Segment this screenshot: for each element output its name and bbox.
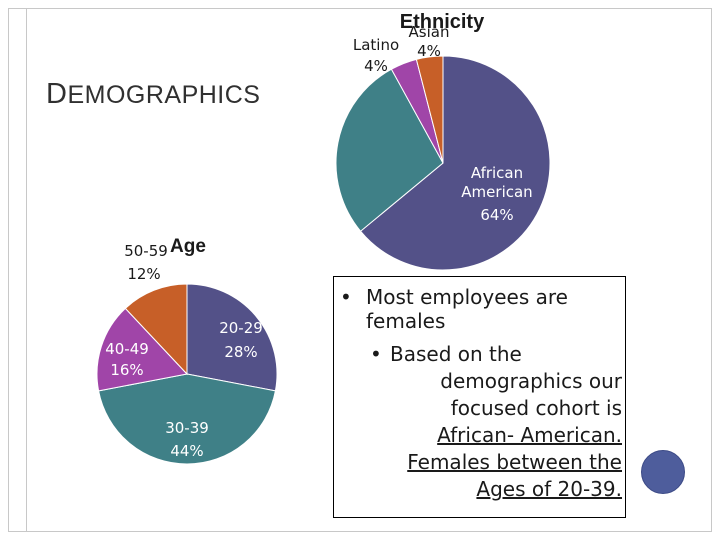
ethnicity-value-asian: 4%	[417, 42, 441, 60]
ethnicity-chart-title: Ethnicity	[400, 11, 485, 33]
ethnicity-label-asian: Asian	[409, 23, 450, 41]
age-value-40-49: 16%	[110, 361, 143, 379]
title-initial: D	[46, 78, 68, 110]
age-label-50-59: 50-59	[124, 242, 168, 260]
bullet-2-dot: •	[370, 342, 382, 366]
ethnicity-label-american: American	[461, 183, 532, 201]
bullet-2-underlined-text: African- American. Females between the A…	[407, 423, 622, 501]
ethnicity-label-latino: Latino	[353, 36, 399, 54]
bullet-2-text: demographics our focused cohort is	[440, 369, 622, 420]
age-value-30-39: 44%	[170, 442, 203, 460]
ethnicity-slice-african-american	[359, 55, 551, 271]
age-pie	[96, 283, 278, 465]
age-slice-30-39	[98, 373, 276, 465]
age-value-20-29: 28%	[224, 343, 257, 361]
ethnicity-slice-asian	[415, 55, 444, 164]
title-rest: EMOGRAPHICS	[67, 81, 261, 109]
age-chart-title: Age	[170, 236, 206, 257]
bullet-2-lead-line: • Based on the	[370, 341, 622, 368]
notes-textbox[interactable]: • Most employees are females • Based on t…	[333, 276, 626, 518]
age-label-40-49: 40-49	[105, 340, 149, 358]
ethnicity-value-african-american: 64%	[480, 206, 513, 224]
ethnicity-label-african: African	[471, 164, 523, 182]
ethnicity-pie	[335, 55, 551, 271]
age-label-20-29: 20-29	[219, 319, 263, 337]
ethnicity-value-latino: 4%	[364, 57, 388, 75]
age-slice-50-59	[124, 283, 188, 376]
bullet-1-text: Most employees are females	[366, 285, 568, 333]
decorative-circle	[641, 450, 685, 494]
age-label-30-39: 30-39	[165, 419, 209, 437]
bullet-1-dot: •	[340, 285, 352, 309]
age-slice-20-29	[186, 283, 278, 392]
slide-title: DEMOGRAPHICS	[46, 78, 260, 111]
age-value-50-59: 12%	[127, 265, 160, 283]
slide-left-rule	[26, 8, 27, 532]
bullet-2: • Based on the demographics our focused c…	[370, 341, 622, 503]
ethnicity-slice-other	[335, 68, 444, 232]
slide-frame	[8, 8, 712, 532]
age-slice-40-49	[96, 307, 188, 392]
bullet-2-lead: Based on the	[390, 342, 522, 366]
bullet-1: • Most employees are females	[340, 285, 620, 333]
